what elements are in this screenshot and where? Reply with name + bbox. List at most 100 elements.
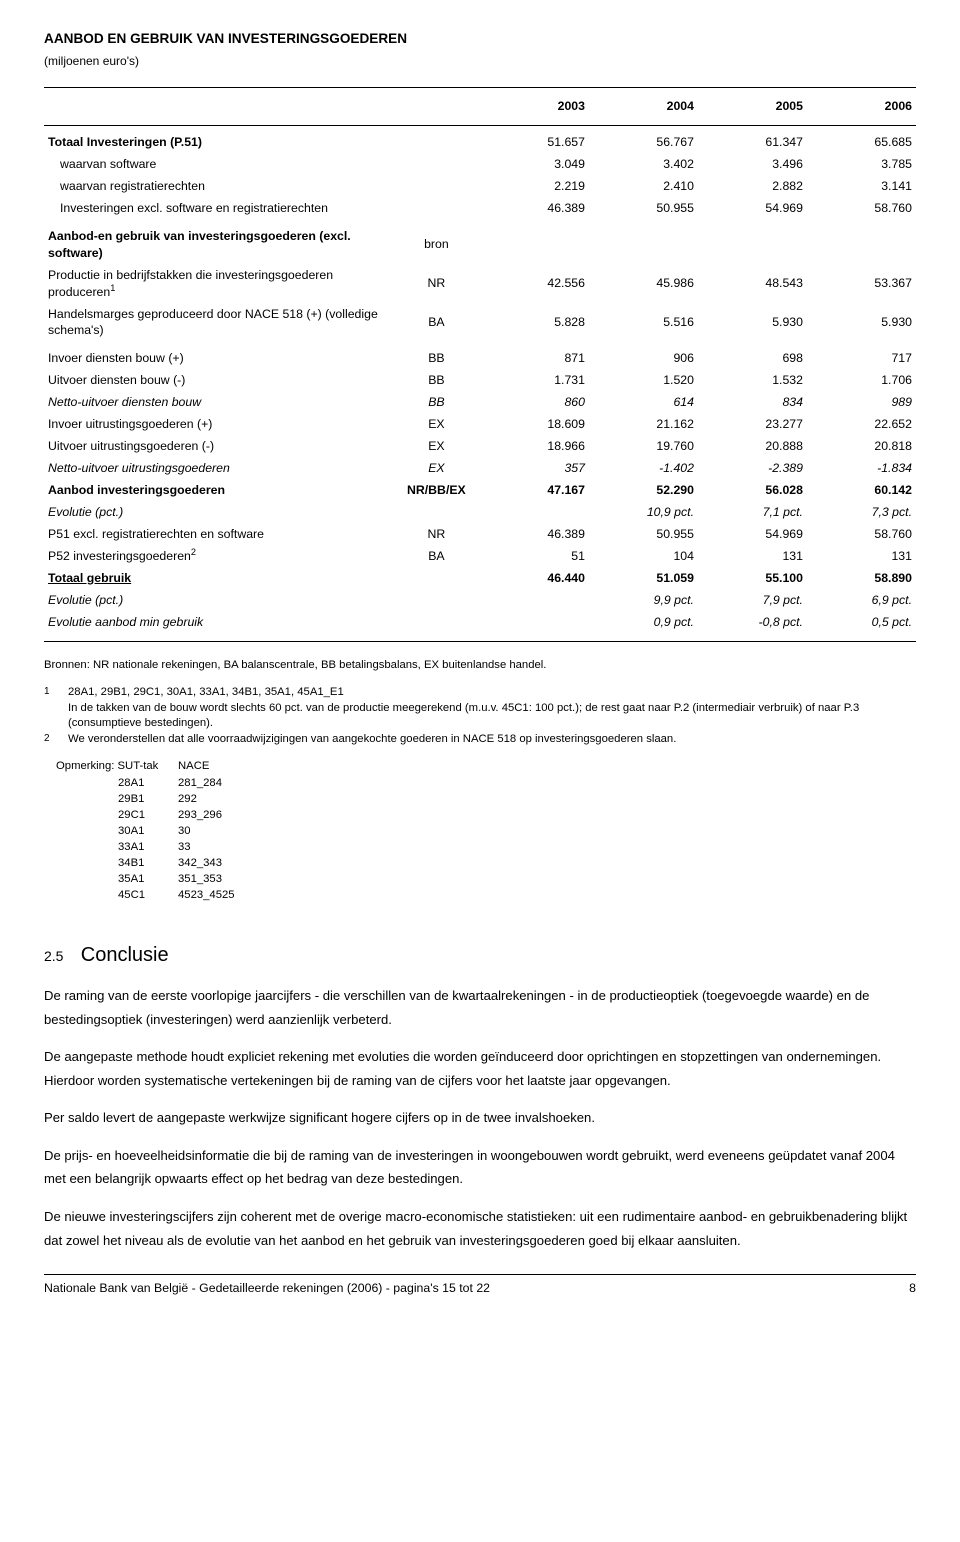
remark-cell: 28A1	[56, 776, 176, 790]
remark-cell: 34B1	[56, 856, 176, 870]
row-value: 0,9 pct.	[589, 611, 698, 641]
table-row: Evolutie (pct.)9,9 pct.7,9 pct.6,9 pct.	[44, 589, 916, 611]
table-row: Uitvoer diensten bouw (-)BB1.7311.5201.5…	[44, 369, 916, 391]
row-value: 7,9 pct.	[698, 589, 807, 611]
table-row: P51 excl. registratierechten en software…	[44, 523, 916, 545]
remark-cell: 281_284	[178, 776, 245, 790]
row-source	[393, 126, 480, 154]
footnote: 128A1, 29B1, 29C1, 30A1, 33A1, 34B1, 35A…	[44, 685, 916, 732]
row-value: 860	[480, 391, 589, 413]
row-value: 18.966	[480, 435, 589, 457]
row-value: -0,8 pct.	[698, 611, 807, 641]
row-source: BB	[393, 342, 480, 369]
row-value: 18.609	[480, 413, 589, 435]
main-table: 2003200420052006 Totaal Investeringen (P…	[44, 87, 916, 641]
table-row: Aanbod investeringsgoederenNR/BB/EX47.16…	[44, 479, 916, 501]
remark-row: 29B1292	[56, 792, 245, 806]
row-label: Invoer uitrustingsgoederen (+)	[44, 413, 393, 435]
row-value: 9,9 pct.	[589, 589, 698, 611]
row-value: -2.389	[698, 457, 807, 479]
row-label: Netto-uitvoer uitrustingsgoederen	[44, 457, 393, 479]
row-source	[393, 154, 480, 176]
row-label: Evolutie (pct.)	[44, 589, 393, 611]
remark-cell: 29C1	[56, 808, 176, 822]
row-value: 22.652	[807, 413, 916, 435]
row-value: 46.389	[480, 198, 589, 220]
remark-header: Opmerking: SUT-tak	[56, 759, 176, 773]
remark-row: 45C14523_4525	[56, 888, 245, 902]
row-value: 2.882	[698, 176, 807, 198]
table-row: Netto-uitvoer diensten bouwBB86061483498…	[44, 391, 916, 413]
remark-row: 29C1293_296	[56, 808, 245, 822]
remark-cell: 292	[178, 792, 245, 806]
row-source	[393, 567, 480, 589]
footer-left: Nationale Bank van België - Gedetailleer…	[44, 1280, 490, 1297]
table-row: Evolutie (pct.)10,9 pct.7,1 pct.7,3 pct.	[44, 501, 916, 523]
row-label: waarvan registratierechten	[44, 176, 393, 198]
row-value: 46.440	[480, 567, 589, 589]
row-value: 56.767	[589, 126, 698, 154]
row-label: Investeringen excl. software en registra…	[44, 198, 393, 220]
table-row: Invoer uitrustingsgoederen (+)EX18.60921…	[44, 413, 916, 435]
row-label: Productie in bedrijfstakken die invester…	[44, 264, 393, 303]
row-value: 698	[698, 342, 807, 369]
row-value: 5.930	[807, 303, 916, 342]
row-value: 56.028	[698, 479, 807, 501]
body-paragraph: De nieuwe investeringscijfers zijn coher…	[44, 1205, 916, 1252]
page-footer: Nationale Bank van België - Gedetailleer…	[44, 1274, 916, 1297]
row-source	[393, 501, 480, 523]
table-row: P52 investeringsgoederen2BA51104131131	[44, 545, 916, 567]
row-value: 1.731	[480, 369, 589, 391]
remark-cell: 30	[178, 824, 245, 838]
remark-cell: 29B1	[56, 792, 176, 806]
row-source: EX	[393, 457, 480, 479]
remark-header: NACE	[178, 759, 245, 773]
row-value: 357	[480, 457, 589, 479]
section-heading: 2.5 Conclusie	[44, 942, 916, 970]
row-source: NR	[393, 264, 480, 303]
row-label: Uitvoer diensten bouw (-)	[44, 369, 393, 391]
row-source: EX	[393, 413, 480, 435]
footnote: 2We veronderstellen dat alle voorraadwij…	[44, 732, 916, 748]
row-value: 5.930	[698, 303, 807, 342]
row-label: Uitvoer uitrustingsgoederen (-)	[44, 435, 393, 457]
row-value: 834	[698, 391, 807, 413]
row-value: 54.969	[698, 198, 807, 220]
row-value: 3.402	[589, 154, 698, 176]
table-row: Investeringen excl. software en registra…	[44, 198, 916, 220]
remark-cell: 45C1	[56, 888, 176, 902]
footnote-number: 2	[44, 732, 58, 748]
table-row: Productie in bedrijfstakken die invester…	[44, 264, 916, 303]
table-row: Totaal gebruik46.44051.05955.10058.890	[44, 567, 916, 589]
body-paragraph: De raming van de eerste voorlopige jaarc…	[44, 984, 916, 1031]
row-value: 104	[589, 545, 698, 567]
table-row: Evolutie aanbod min gebruik0,9 pct.-0,8 …	[44, 611, 916, 641]
row-value	[480, 589, 589, 611]
row-value: 1.706	[807, 369, 916, 391]
row-source: NR/BB/EX	[393, 479, 480, 501]
row-value: 45.986	[589, 264, 698, 303]
row-value: 2.410	[589, 176, 698, 198]
row-value: 3.785	[807, 154, 916, 176]
row-source: BA	[393, 303, 480, 342]
row-value: 21.162	[589, 413, 698, 435]
remark-cell: 30A1	[56, 824, 176, 838]
footnote-ref: 1	[110, 282, 115, 292]
row-value: 3.141	[807, 176, 916, 198]
remark-cell: 4523_4525	[178, 888, 245, 902]
row-value: 131	[807, 545, 916, 567]
row-value: 989	[807, 391, 916, 413]
remark-cell: 35A1	[56, 872, 176, 886]
table-row: Netto-uitvoer uitrustingsgoederenEX357-1…	[44, 457, 916, 479]
row-value	[589, 220, 698, 264]
row-value: 19.760	[589, 435, 698, 457]
row-value: 3.496	[698, 154, 807, 176]
body-paragraph: Per saldo levert de aangepaste werkwijze…	[44, 1106, 916, 1130]
row-value: 0,5 pct.	[807, 611, 916, 641]
section-title: Conclusie	[81, 944, 169, 966]
row-value: 51	[480, 545, 589, 567]
row-value: 58.760	[807, 523, 916, 545]
row-value: 10,9 pct.	[589, 501, 698, 523]
row-value: 7,3 pct.	[807, 501, 916, 523]
row-value: 58.890	[807, 567, 916, 589]
